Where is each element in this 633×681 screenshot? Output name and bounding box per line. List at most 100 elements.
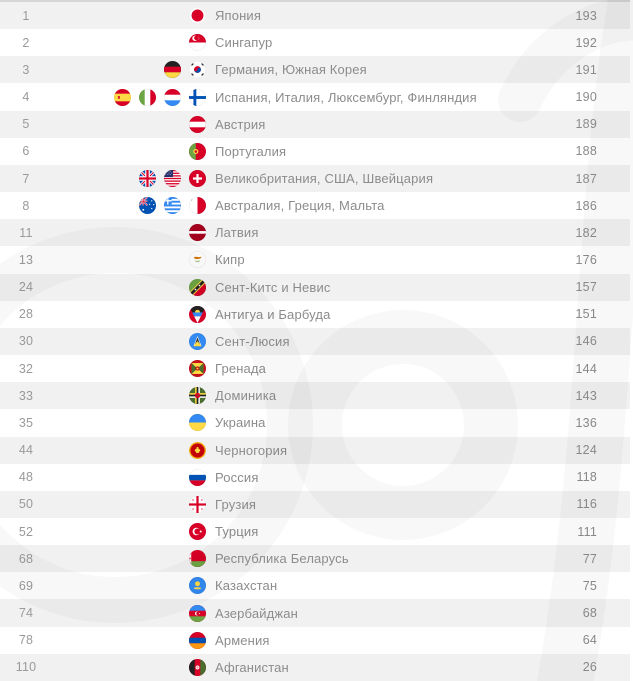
country-name: Украина [215,415,266,431]
ranking-row[interactable]: 13 Кипр 176 [0,246,630,274]
ranking-row[interactable]: 33 Доминика 143 [0,382,630,410]
score-value: 75 [582,578,597,593]
score-value: 68 [582,606,597,621]
country-name: Австралия, Греция, Мальта [215,198,385,214]
country-name: Грузия [215,496,257,512]
flag-group [52,224,206,242]
flag-group [52,115,206,133]
country-name: Черногория [215,442,288,458]
ranking-row[interactable]: 28 Антигуа и Барбуда 151 [0,300,630,328]
flag-latvia-icon [189,224,206,242]
flag-group [52,414,206,432]
ranking-row[interactable]: 4 Испания, Италия, Люксембург, Финляндия 1… [0,83,630,111]
flag-austria-icon [189,115,206,133]
flag-group [52,577,206,595]
ranking-row[interactable]: 7 Великобритания, США, Швейцария 187 [0,164,630,193]
ranking-row[interactable]: 78 Армения 64 [0,626,630,654]
score-value: 64 [582,633,597,648]
ranking-row[interactable]: 2 Сингапур 192 [0,29,630,57]
score-value: 77 [582,551,597,566]
ranking-row[interactable]: 68 Республика Беларусь 77 [0,545,630,573]
rank-cell: 11 [19,225,33,240]
flag-group [52,7,206,25]
rank-cell: 24 [18,280,34,295]
flag-group [52,387,206,405]
country-name: Испания, Италия, Люксембург, Финляндия [215,89,477,105]
flag-azerbaijan-icon [189,604,206,622]
flag-group [52,61,206,79]
flag-finland-icon [189,88,206,106]
ranking-row[interactable]: 24 Сент-Китс и Невис 157 [0,273,630,301]
ranking-row[interactable]: 11 Латвия 182 [0,219,630,247]
rank-cell: 30 [18,334,34,349]
ranking-row[interactable]: 32 Гренада 144 [0,355,630,383]
flag-group [52,550,206,568]
flag-group [52,34,206,52]
rank-cell: 8 [22,198,30,213]
score-value: 176 [575,252,597,267]
flag-saint-lucia-icon [189,332,206,350]
flag-group [52,332,206,350]
flag-montenegro-icon [189,441,206,459]
flag-group [52,251,206,269]
ranking-row[interactable]: 1 Япония 193 [0,2,630,30]
score-value: 192 [575,35,597,50]
ranking-row[interactable]: 35 Украина 136 [0,409,630,437]
country-name: Доминика [215,388,277,404]
score-value: 116 [576,497,597,512]
ranking-row[interactable]: 69 Казахстан 75 [0,572,630,600]
flag-japan-icon [189,7,206,25]
score-value: 144 [575,361,597,376]
rank-cell: 50 [18,497,34,512]
flag-group [52,305,206,323]
flag-group [52,604,206,622]
rank-cell: 35 [18,415,34,430]
country-name: Казахстан [215,578,278,594]
ranking-row[interactable]: 6 Португалия 188 [0,137,630,165]
flag-kazakhstan-icon [189,577,206,595]
ranking-row[interactable]: 74 Азербайджан 68 [0,599,630,627]
flag-group [52,523,206,541]
ranking-row[interactable]: 5 Австрия 189 [0,110,630,138]
country-name: Австрия [215,116,266,132]
score-value: 151 [575,307,597,322]
ranking-row[interactable]: 44 Черногория 124 [0,436,630,464]
score-value: 189 [575,117,597,132]
country-name: Сент-Люсия [215,333,290,349]
score-value: 111 [577,524,597,539]
rank-cell: 2 [22,35,30,50]
score-value: 143 [575,388,597,403]
flag-belarus-icon [189,550,206,568]
rank-cell: 3 [22,62,30,77]
rank-cell: 1 [22,8,30,23]
flag-grenada-icon [189,360,206,378]
flag-group [52,142,206,160]
rank-cell: 28 [18,307,34,322]
rank-cell: 44 [18,443,34,458]
rank-cell: 4 [22,90,30,105]
flag-group [52,170,206,188]
score-value: 188 [575,144,597,159]
country-name: Республика Беларусь [215,551,349,567]
flag-south-korea-icon [189,61,206,79]
rank-cell: 78 [18,633,34,648]
rank-cell: 13 [18,252,34,267]
country-name: Кипр [215,252,245,268]
ranking-row[interactable]: 110 Афганистан 26 [0,653,630,681]
flag-saint-kitts-nevis-icon [189,278,206,296]
rank-cell: 6 [22,144,30,159]
country-name: Сент-Китс и Невис [215,279,331,295]
country-name: Турция [215,524,259,540]
score-value: 182 [575,225,597,240]
score-value: 186 [575,198,597,213]
ranking-row[interactable]: 3 Германия, Южная Корея 191 [0,56,630,84]
ranking-row[interactable]: 52 Турция 111 [0,517,630,546]
flag-greece-icon [164,197,181,215]
ranking-row[interactable]: 30 Сент-Люсия 146 [0,327,630,356]
ranking-row[interactable]: 50 Грузия 116 [0,490,630,518]
flag-luxembourg-icon [164,88,181,106]
rank-cell: 7 [22,171,30,186]
ranking-row[interactable]: 48 Россия 118 [0,463,630,491]
ranking-row[interactable]: 8 Австралия, Греция, Мальта 186 [0,192,630,220]
